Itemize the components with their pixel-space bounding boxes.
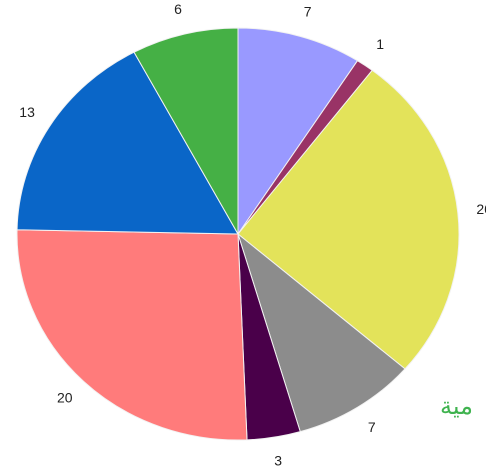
pie-label-5: 3 bbox=[274, 452, 282, 468]
partial-arabic-text: مية bbox=[440, 392, 473, 420]
pie-label-1: 7 bbox=[304, 3, 312, 19]
pie-label-8: 6 bbox=[174, 1, 182, 17]
pie-slice-4 bbox=[237, 232, 406, 433]
pie-label-2: 1 bbox=[376, 36, 384, 52]
pie-slice-3 bbox=[237, 69, 460, 370]
pie-slices bbox=[16, 27, 460, 441]
pie-slice-7 bbox=[16, 51, 239, 235]
pie-label-4: 7 bbox=[368, 419, 376, 435]
pie-slice-8 bbox=[133, 27, 239, 236]
pie-slice-6 bbox=[16, 229, 248, 441]
pie-slice-1 bbox=[237, 27, 359, 236]
pie-label-7: 13 bbox=[19, 104, 35, 120]
pie-label-6: 20 bbox=[57, 390, 73, 406]
pie-label-3: 20 bbox=[476, 201, 486, 217]
pie-labels: 7 1 20 7 3 20 13 6 bbox=[19, 1, 486, 468]
